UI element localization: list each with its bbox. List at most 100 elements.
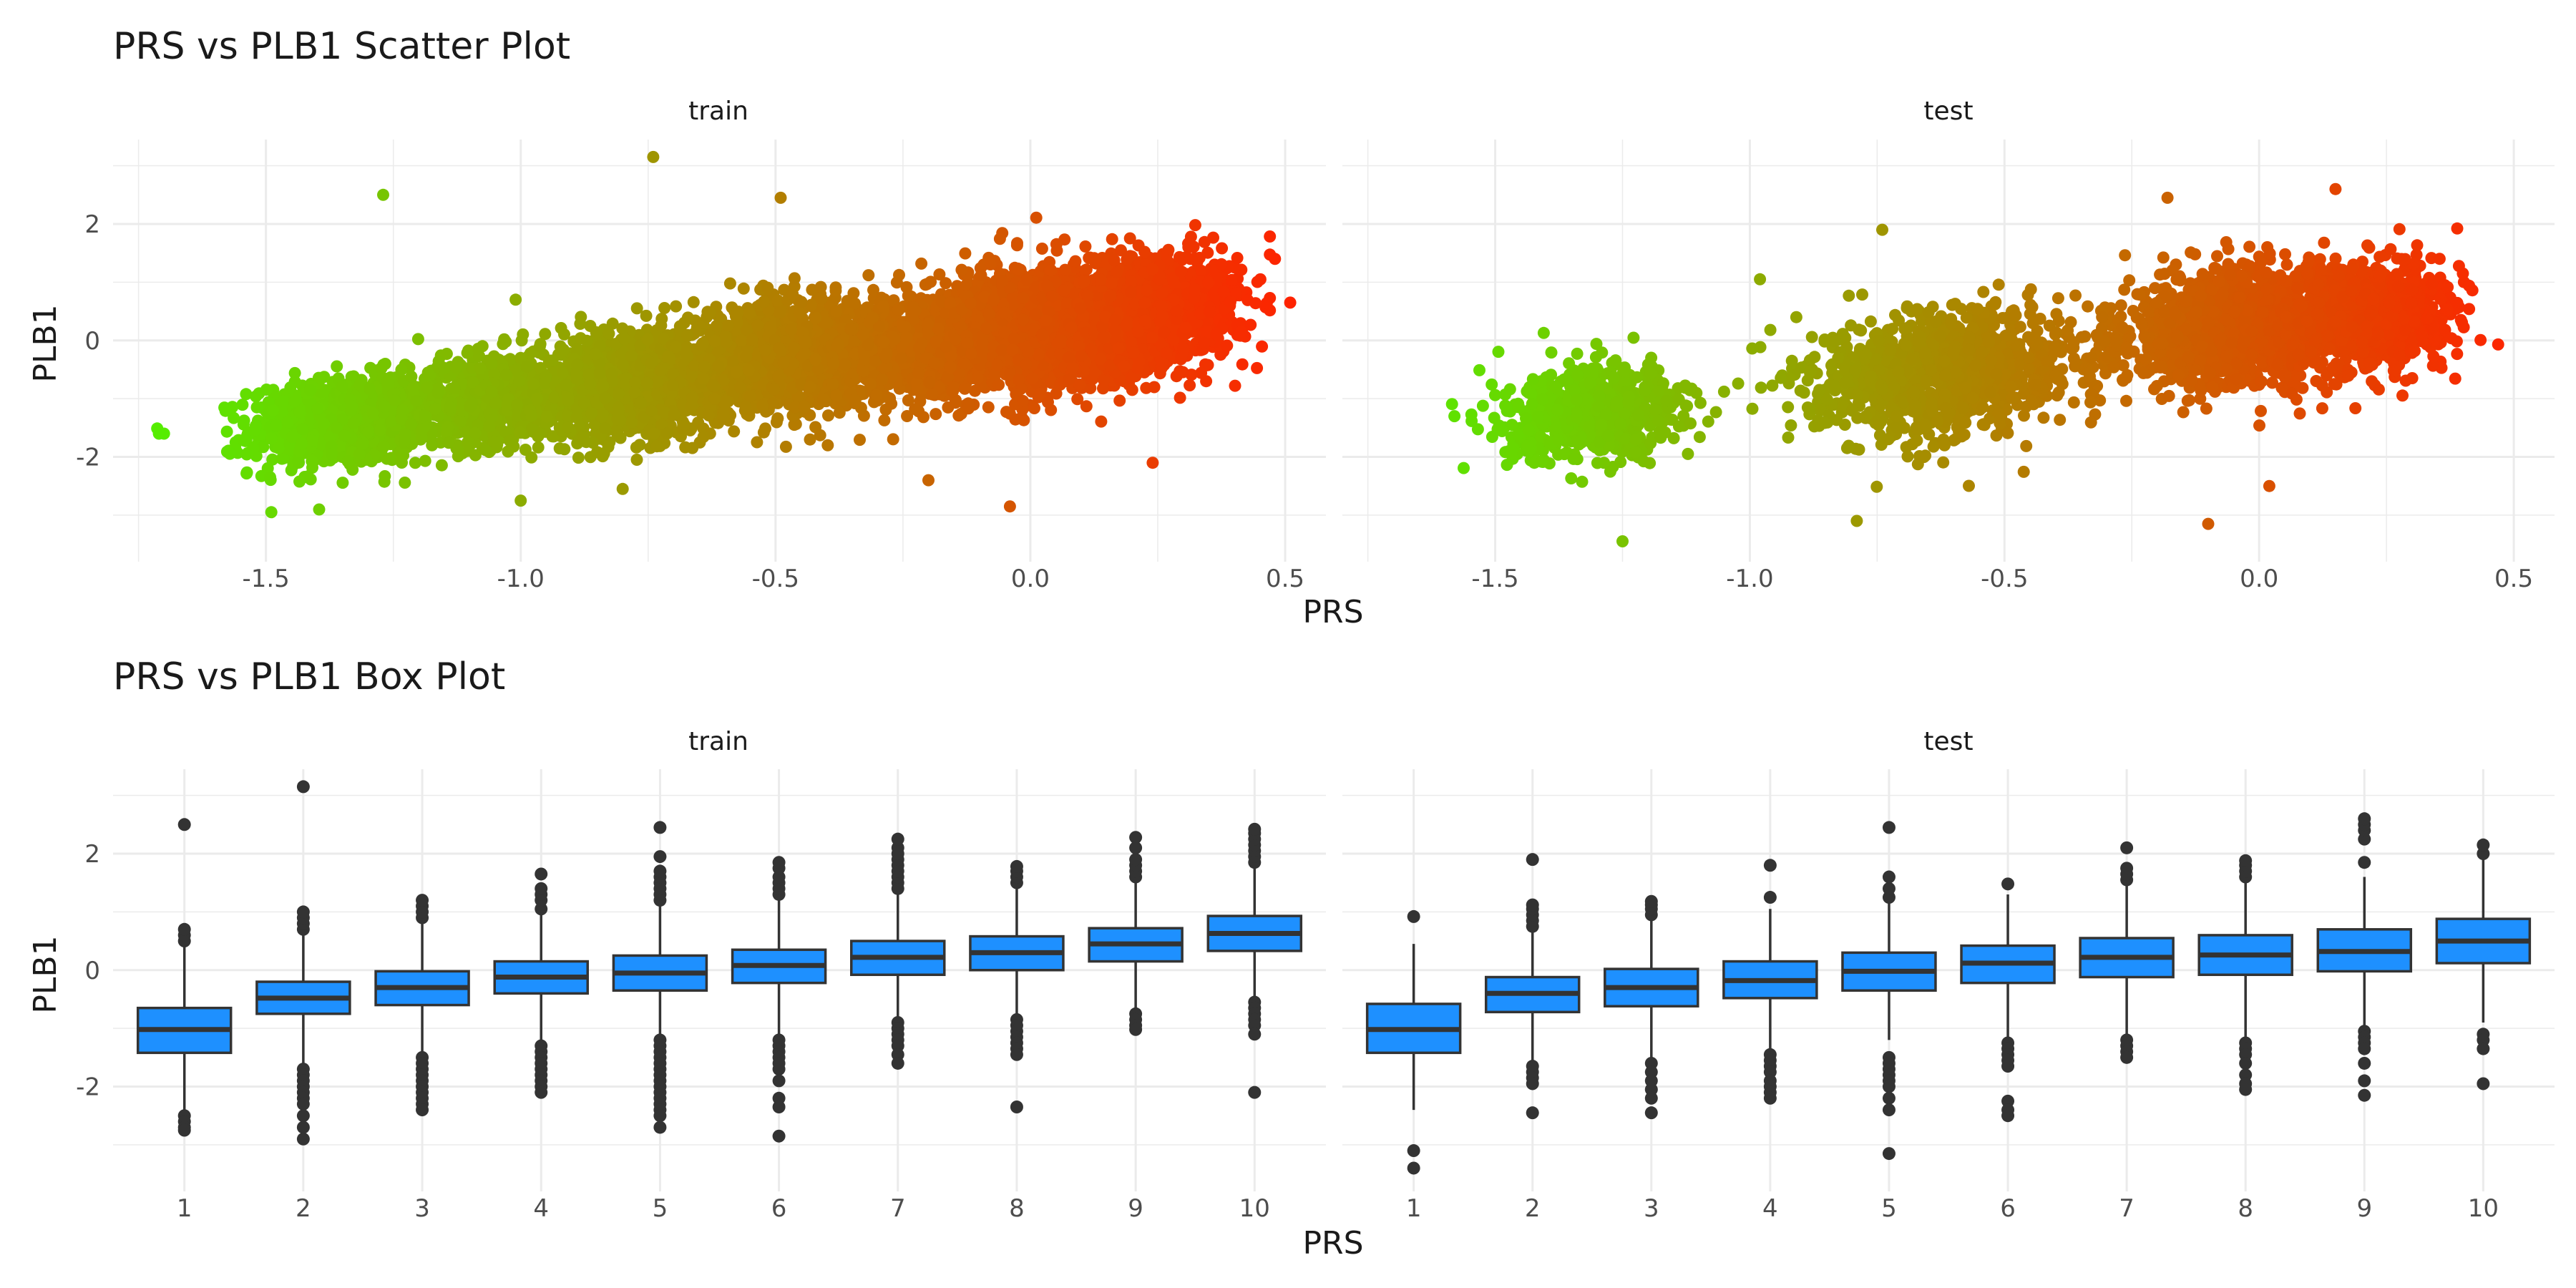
scatter-point [389, 394, 401, 407]
scatter-point [379, 358, 391, 370]
scatter-point [474, 362, 487, 374]
scatter-point [511, 399, 524, 411]
scatter-point [628, 386, 641, 399]
scatter-point [532, 429, 545, 441]
scatter-point [761, 281, 774, 294]
scatter-point [666, 379, 679, 392]
scatter-point [238, 414, 250, 427]
scatter-point [930, 408, 942, 421]
scatter-point [325, 448, 338, 461]
scatter-point [599, 422, 612, 435]
scatter-point [570, 372, 583, 385]
scatter-point [395, 364, 408, 376]
scatter-point [712, 360, 725, 372]
scatter-point [398, 435, 411, 448]
scatter-point [804, 433, 816, 446]
scatter-point [426, 439, 439, 452]
scatter-point [520, 360, 533, 373]
scatter-point [743, 364, 755, 376]
scatter-point [558, 443, 571, 456]
scatter-point [698, 360, 711, 373]
scatter-point [366, 406, 379, 419]
scatter-point [611, 429, 624, 441]
scatter-point [531, 392, 544, 405]
scatter-point [737, 282, 750, 295]
scatter-strip-train: train [688, 97, 748, 126]
scatter-point [304, 473, 317, 486]
scatter-point [362, 426, 375, 439]
scatter-point [798, 401, 811, 414]
scatter-point [814, 280, 827, 293]
scatter-point [878, 414, 891, 426]
scatter-point [485, 385, 498, 398]
scatter-title: PRS vs PLB1 Scatter Plot [113, 25, 570, 68]
scatter-point [613, 387, 625, 400]
scatter-point [618, 333, 631, 346]
scatter-point [650, 440, 663, 453]
scatter-point [220, 425, 233, 438]
scatter-point [442, 436, 455, 449]
scatter-point [687, 296, 700, 308]
scatter-point [645, 404, 658, 417]
scatter-point [513, 375, 526, 388]
scatter-point [410, 394, 423, 407]
scatter-point [575, 311, 587, 323]
scatter-point [296, 437, 308, 450]
scatter-point [746, 333, 758, 346]
scatter-point [223, 447, 236, 460]
scatter-point [662, 350, 675, 363]
scatter-point [593, 366, 606, 379]
scatter-point [630, 454, 643, 466]
scatter-point [293, 475, 306, 488]
scatter-point [809, 421, 822, 434]
scatter-point [795, 296, 808, 308]
scatter-point [556, 366, 569, 379]
scatter-point [739, 401, 752, 414]
scatter-point [421, 366, 434, 379]
scatter-point [697, 372, 710, 385]
scatter-point [743, 307, 756, 320]
scatter-point [331, 360, 343, 373]
scatter-point [533, 340, 546, 353]
scatter-point [489, 396, 502, 409]
scatter-point [311, 402, 324, 415]
scatter-point [612, 401, 625, 414]
scatter-point [826, 378, 839, 391]
scatter-point [304, 384, 317, 396]
scatter-point [815, 293, 828, 305]
scatter-point [396, 457, 408, 469]
scatter-point [487, 435, 500, 448]
scatter-point [264, 471, 276, 484]
scatter-point [378, 400, 391, 413]
scatter-point [854, 434, 866, 447]
scatter-point [336, 477, 349, 489]
scatter-point [288, 395, 301, 408]
scatter-point [829, 284, 842, 297]
scatter-point [281, 416, 294, 429]
scatter-point [219, 404, 232, 417]
scatter-point [772, 370, 785, 383]
scatter-point [571, 358, 584, 371]
scatter-point [411, 333, 424, 346]
scatter-point [483, 420, 496, 433]
scatter-point [555, 322, 567, 334]
scatter-point [740, 351, 753, 363]
scatter-point [313, 503, 326, 516]
scatter-point [625, 416, 638, 429]
scatter-point [546, 354, 559, 367]
scatter-point [779, 440, 792, 453]
scatter-point [577, 396, 590, 409]
scatter-point [288, 366, 301, 379]
scatter-point [630, 441, 643, 454]
scatter-point [240, 467, 253, 480]
scatter-point [915, 257, 928, 270]
scatter-point [353, 448, 366, 460]
scatter-point [572, 452, 585, 464]
scatter-point [758, 296, 770, 308]
scatter-point [346, 400, 358, 413]
scatter-point [429, 402, 441, 415]
scatter-point [347, 417, 360, 429]
scatter-point [847, 287, 860, 300]
scatter-point [774, 306, 786, 319]
